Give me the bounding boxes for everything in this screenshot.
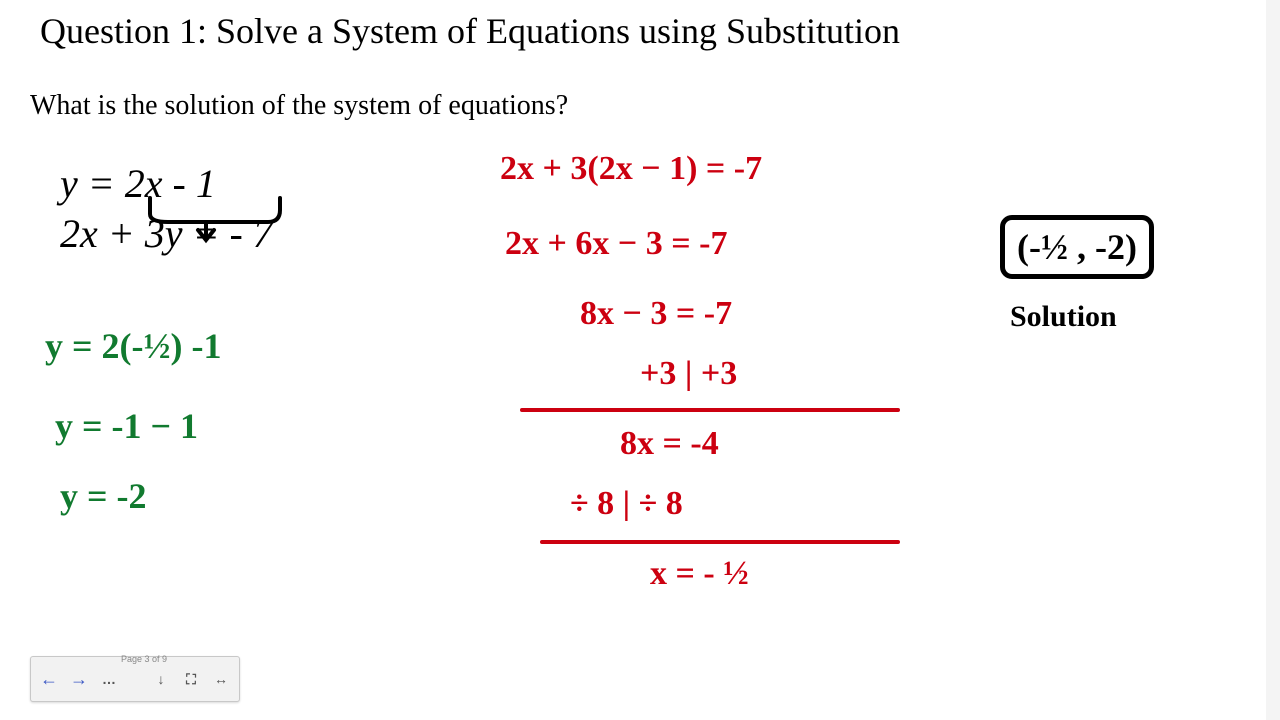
red-divider-2 xyxy=(540,540,900,544)
more-button[interactable]: … xyxy=(97,667,121,691)
red-step-6: ÷ 8 | ÷ 8 xyxy=(570,485,683,523)
red-step-7: x = - ½ xyxy=(650,555,749,593)
red-step-4: +3 | +3 xyxy=(640,355,737,393)
question-subtitle: What is the solution of the system of eq… xyxy=(30,90,568,122)
download-button[interactable]: ↓ xyxy=(149,667,173,691)
question-title: Question 1: Solve a System of Equations … xyxy=(40,10,900,52)
red-divider-1 xyxy=(520,408,900,412)
resize-button[interactable]: ↔ xyxy=(209,667,233,691)
green-step-1: y = 2(-½) -1 xyxy=(45,325,221,367)
next-page-button[interactable]: → xyxy=(67,667,91,691)
equation-2: 2x + 3y = - 7 xyxy=(60,210,273,257)
page-indicator: Page 3 of 9 xyxy=(121,654,167,664)
green-step-3: y = -2 xyxy=(60,475,147,517)
equation-1: y = 2x - 1 xyxy=(60,160,216,207)
red-step-5: 8x = -4 xyxy=(620,425,719,463)
solution-box: (-½ , -2) xyxy=(1000,215,1154,279)
nav-toolbar: Page 3 of 9 ← → … ↓ ⛶ ↔ xyxy=(30,656,240,702)
red-step-2: 2x + 6x − 3 = -7 xyxy=(505,225,727,263)
scrollbar-right[interactable] xyxy=(1266,0,1280,720)
fullscreen-button[interactable]: ⛶ xyxy=(179,667,203,691)
solution-label: Solution xyxy=(1010,300,1117,334)
red-step-3: 8x − 3 = -7 xyxy=(580,295,732,333)
green-step-2: y = -1 − 1 xyxy=(55,405,198,447)
solution-point: (-½ , -2) xyxy=(1017,227,1137,267)
red-step-1: 2x + 3(2x − 1) = -7 xyxy=(500,150,762,188)
prev-page-button[interactable]: ← xyxy=(37,667,61,691)
